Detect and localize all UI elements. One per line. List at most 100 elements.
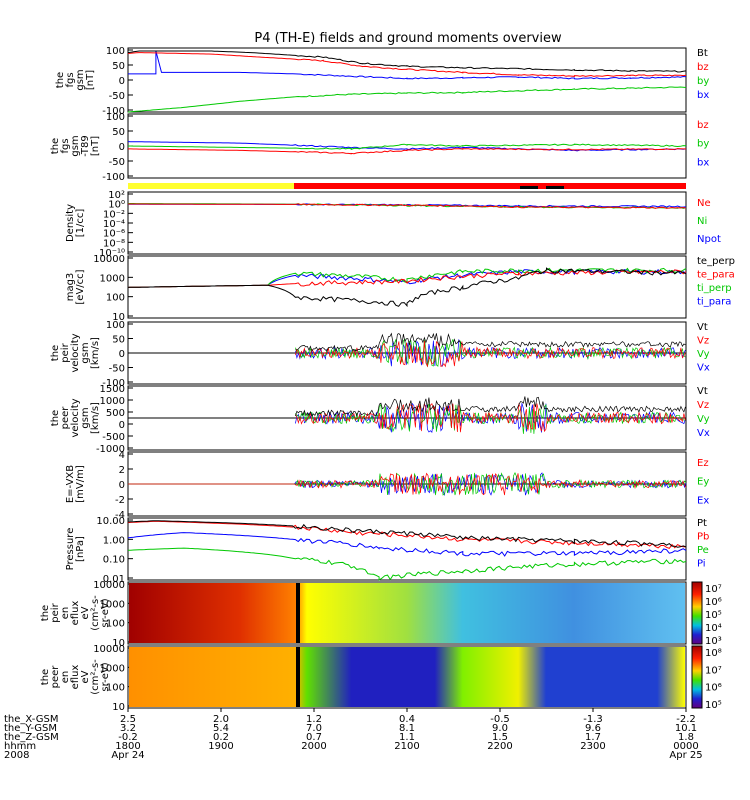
series-line	[128, 50, 687, 80]
panel-frame	[127, 517, 687, 581]
x-tick-label: 5.4	[213, 723, 229, 734]
y-axis-label-line: [eV/cc]	[75, 269, 86, 304]
y-axis-label-line: fgs	[65, 72, 76, 87]
legend-entry: te_perp	[697, 256, 735, 267]
y-axis-label: the peer velocity gsm [km/s]	[50, 398, 101, 437]
y-tick-label: 10⁰	[108, 200, 125, 211]
figure-title: P4 (TH-E) fields and ground moments over…	[254, 31, 562, 46]
series-line	[127, 52, 687, 77]
y-tick-label: 1500	[100, 384, 125, 395]
legend-entry: ti_perp	[697, 283, 732, 294]
colorbar-tick-label: 10⁸	[705, 648, 722, 659]
y-tick-label: 1000	[100, 396, 125, 407]
y-tick-label: 2	[119, 465, 125, 476]
legend-entry: te_para	[697, 270, 735, 281]
panel-frame	[127, 581, 687, 645]
y-tick-label: 0	[119, 76, 125, 87]
y-axis-label-line: [1/cc]	[75, 209, 86, 238]
y-axis-label: the fgs gsm -T89 [nT]	[50, 135, 101, 157]
legend-entry: by	[697, 139, 709, 150]
y-axis-label-line: (cm²-s-	[90, 595, 101, 631]
panel-1: 100 50 0 -50 -100 the fgs gsm [nT] Bt bz by bx	[55, 46, 709, 117]
y-axis-label-line: fgs	[60, 138, 71, 153]
legend-entry: Vx	[697, 363, 710, 374]
y-axis-label-line: peir	[60, 342, 71, 362]
y-axis-label-line: gsm	[80, 342, 91, 363]
legend-entry: bz	[697, 120, 709, 131]
series-line	[127, 267, 687, 288]
y-axis-label-line: eflux	[70, 601, 81, 626]
y-axis-label-line: peer	[60, 406, 71, 430]
y-axis-label: the peir en eflux eV (cm²-s-sr-eV)	[40, 595, 111, 631]
series-line	[128, 148, 686, 155]
legend-entry: Ey	[697, 477, 709, 488]
x-tick-label: 1.7	[585, 732, 601, 743]
colorbar-scale	[691, 645, 703, 709]
y-axis-label-line: [km/s]	[90, 337, 101, 369]
x-row-label: the_Z-GSM	[4, 732, 59, 743]
x-tick-label: 2100	[394, 741, 419, 752]
x-tick-label: 0.7	[306, 732, 322, 743]
data-gap	[296, 647, 300, 707]
x-tick-label: 7.0	[306, 723, 322, 734]
series-line	[127, 532, 687, 557]
legend-entry: Pi	[697, 559, 706, 570]
x-tick-label: 2000	[301, 741, 326, 752]
x-row-label: hhmm	[4, 741, 36, 752]
x-tick-label: -0.5	[490, 714, 510, 725]
colorbar-tick-label: 10³	[705, 636, 722, 647]
x-tick-label: 9.6	[585, 723, 601, 734]
legend-entry: Pt	[697, 518, 707, 529]
y-tick-label: -50	[109, 364, 125, 375]
legend-entry: Npot	[697, 234, 721, 245]
y-axis-label-line: gsm	[80, 407, 91, 428]
colorbar-tick-label: 10⁵	[705, 610, 722, 621]
y-axis-label-line: (cm²-s-	[90, 659, 101, 695]
legend-entry: Vy	[697, 414, 710, 425]
spectrogram-fill	[129, 583, 685, 643]
y-tick-label: 0.10	[103, 555, 125, 566]
y-axis-label-line: en	[60, 671, 71, 684]
x-tick-label: 9.0	[492, 723, 508, 734]
y-tick-label: 10	[112, 702, 125, 713]
colorbar: 10⁷ 10⁶ 10⁵ 10⁴ 10³	[691, 581, 722, 647]
y-axis-label-line: Pressure	[65, 528, 76, 571]
y-tick-label: 0	[119, 142, 125, 153]
legend-entry: Vx	[697, 428, 710, 439]
x-tick-label: 0.4	[399, 714, 415, 725]
y-tick-label: 1000	[100, 663, 125, 674]
mode-bar	[128, 183, 686, 189]
y-tick-label: -50	[109, 157, 125, 168]
y-axis-label-line: mag3	[65, 273, 76, 302]
legend-entry: Vt	[697, 386, 708, 397]
x-tick-label: 1900	[208, 741, 233, 752]
y-tick-label: 50	[112, 127, 125, 138]
series-line	[127, 547, 687, 581]
legend-entry: bz	[697, 62, 709, 73]
y-tick-label: 10.00	[96, 516, 125, 527]
panel-8: 10.00 1.00 0.10 0.01 Pressure [nPa] Pt Pb Pe Pi	[65, 516, 709, 585]
y-tick-label: 10	[112, 638, 125, 649]
y-tick-label: 1000	[100, 599, 125, 610]
legend-entry: bx	[697, 157, 709, 168]
y-tick-label: 100	[106, 619, 125, 630]
x-tick-label: 2300	[580, 741, 605, 752]
y-tick-label: 100	[106, 293, 125, 304]
x-tick-label: 0.2	[213, 732, 229, 743]
y-tick-label: 10⁻⁴	[103, 219, 125, 230]
x-tick-label: 1800	[115, 741, 140, 752]
y-axis-label-line: eflux	[70, 665, 81, 690]
series-line	[128, 203, 687, 209]
x-tick-label: 0000	[673, 741, 698, 752]
y-tick-label: -50	[109, 91, 125, 102]
data-gap	[296, 583, 300, 643]
y-axis-label-line: Density	[65, 204, 76, 242]
x-tick-label: 10.1	[675, 723, 697, 734]
y-tick-label: 100	[106, 46, 125, 57]
legend-entry: by	[697, 76, 709, 87]
y-tick-label: 10²	[108, 190, 125, 201]
y-tick-label: 100	[106, 112, 125, 123]
series-line	[127, 86, 687, 113]
colorbar-scale	[691, 581, 703, 645]
